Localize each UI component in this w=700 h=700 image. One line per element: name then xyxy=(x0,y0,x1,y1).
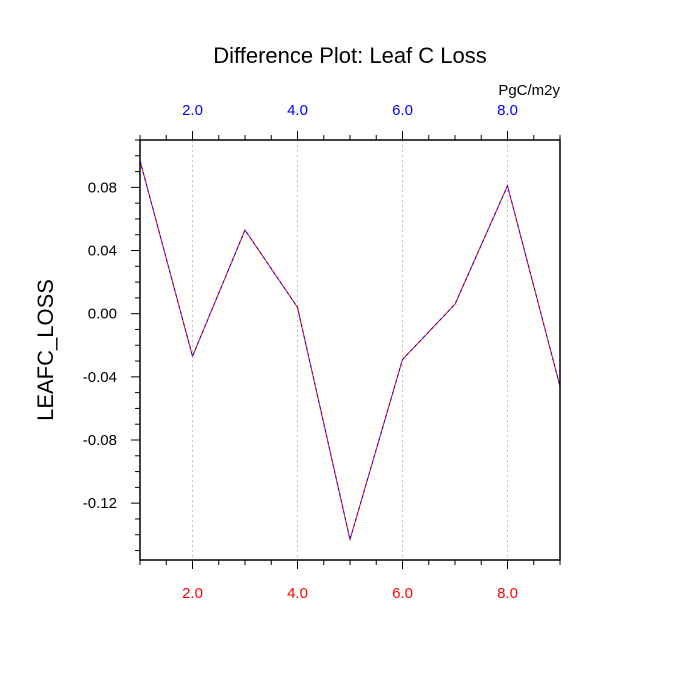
label-layer: 2.0 2.0 4.0 4.0 6.0 6.0 8.0 8.0 0.08 0.04 0.00 -0.0… xyxy=(83,102,518,602)
series-line-base-0 xyxy=(139,160,561,542)
series-line-dash-0 xyxy=(139,160,561,542)
y-tick-label: -0.08 xyxy=(83,432,117,449)
units-label: PgC/m2y xyxy=(498,82,560,99)
x-tick-label-bottom: 8.0 xyxy=(497,585,518,602)
y-tick-label: 0.04 xyxy=(88,243,117,260)
plot-frame xyxy=(139,139,561,561)
y-tick-label: -0.12 xyxy=(83,495,117,512)
y-axis-label: LEAFC_LOSS xyxy=(33,279,58,421)
x-tick-label-top: 2.0 xyxy=(182,102,203,119)
y-tick-label: 0.08 xyxy=(88,179,117,196)
x-tick-label-bottom: 2.0 xyxy=(182,585,203,602)
x-tick-label-top: 6.0 xyxy=(392,102,413,119)
y-tick-label: -0.04 xyxy=(83,369,117,386)
chart-title: Difference Plot: Leaf C Loss xyxy=(213,43,487,68)
x-tick-label-bottom: 6.0 xyxy=(392,585,413,602)
x-tick-label-top: 4.0 xyxy=(287,102,308,119)
y-tick-label: 0.00 xyxy=(88,306,117,323)
x-tick-label-top: 8.0 xyxy=(497,102,518,119)
grid-layer xyxy=(192,140,508,560)
line-layer xyxy=(139,160,561,542)
tick-layer xyxy=(131,131,561,569)
x-tick-label-bottom: 4.0 xyxy=(287,585,308,602)
